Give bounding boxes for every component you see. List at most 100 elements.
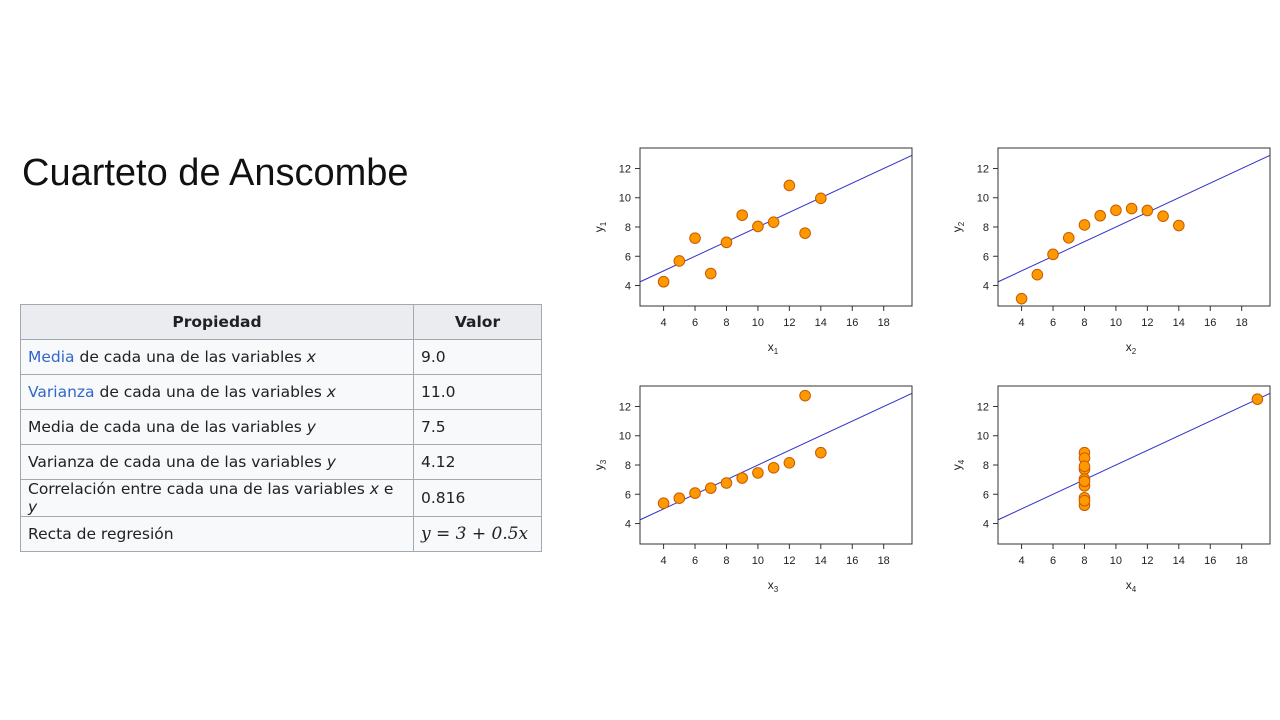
- x-tick-label: 18: [878, 317, 890, 329]
- table-header-row: Propiedad Valor: [20, 304, 542, 340]
- x-tick-label: 14: [1173, 555, 1185, 567]
- data-point: [1157, 210, 1169, 222]
- data-point: [1078, 475, 1091, 488]
- data-point: [1078, 494, 1091, 507]
- x-tick-label: 4: [661, 317, 667, 329]
- data-point: [783, 457, 796, 469]
- data-point: [1110, 204, 1122, 217]
- x-tick-label: 18: [878, 555, 890, 567]
- y-tick-label: 10: [619, 193, 631, 205]
- data-point: [1251, 393, 1264, 405]
- table-row: Correlación entre cada una de las variab…: [20, 479, 542, 517]
- x-tick-label: 14: [1173, 317, 1185, 329]
- x-tick-label: 12: [1141, 317, 1153, 329]
- value-cell: 0.816: [413, 479, 542, 517]
- x-tick-label: 4: [1019, 317, 1025, 329]
- table-row: Media de cada una de las variables x 9.0: [20, 339, 542, 375]
- data-point: [799, 389, 811, 402]
- data-point: [815, 192, 827, 205]
- x-tick-label: 14: [815, 555, 827, 567]
- x-tick-label: 10: [1110, 555, 1122, 567]
- data-point: [1031, 268, 1044, 281]
- header-property: Propiedad: [20, 304, 414, 340]
- variable-symbol: x: [306, 348, 316, 366]
- regression-line: [998, 392, 1270, 521]
- data-point: [1125, 202, 1138, 215]
- data-point: [673, 492, 686, 505]
- table-row: Media de cada una de las variables y 7.5: [20, 409, 542, 445]
- x-tick-label: 10: [1110, 317, 1122, 329]
- data-point: [1015, 292, 1028, 305]
- value-cell: 11.0: [413, 374, 542, 410]
- regression-line: [998, 154, 1270, 283]
- y-tick-label: 6: [983, 489, 989, 501]
- chart-svg: 4 6 8 10 12 14 16 18 4 6 8 10 12 x3 y3: [592, 385, 913, 594]
- data-point: [1094, 209, 1106, 222]
- y-tick-label: 12: [977, 163, 989, 175]
- media-link[interactable]: Media: [28, 348, 75, 366]
- y-tick-label: 10: [977, 193, 989, 205]
- chart-svg: 4 6 8 10 12 14 16 18 4 6 8 10 12 x1 y1: [592, 147, 913, 356]
- y-tick-label: 12: [977, 401, 989, 413]
- data-point: [657, 497, 670, 509]
- variable-symbol: x: [326, 383, 336, 401]
- chart-svg: 4 6 8 10 12 14 16 18 4 6 8 10 12 x2 y2: [950, 147, 1271, 356]
- data-point: [689, 487, 701, 499]
- y-tick-label: 12: [619, 401, 631, 413]
- data-point: [767, 461, 780, 474]
- property-text: Correlación entre cada una de las variab…: [28, 480, 370, 498]
- property-text: de cada una de las variables: [94, 383, 327, 401]
- variable-symbol: y: [306, 418, 316, 436]
- x-tick-label: 14: [815, 317, 827, 329]
- data-point: [720, 477, 733, 489]
- regression-formula: y = 3 + 0.5x: [413, 516, 542, 552]
- property-cell: Media de cada una de las variables y: [20, 409, 414, 445]
- property-text: Varianza de cada una de las variables: [28, 453, 327, 471]
- property-cell: Varianza de cada una de las variables x: [20, 374, 414, 410]
- y-tick-label: 4: [625, 519, 631, 531]
- value-cell: 9.0: [413, 339, 542, 375]
- property-cell: Media de cada una de las variables x: [20, 339, 414, 375]
- x-axis-label: x3: [768, 578, 779, 594]
- property-cell: Correlación entre cada una de las variab…: [20, 479, 414, 517]
- data-point: [767, 216, 780, 228]
- x-tick-label: 10: [752, 555, 764, 567]
- x-tick-label: 8: [723, 317, 729, 329]
- data-point: [704, 482, 717, 494]
- x-axis-label: x2: [1126, 340, 1137, 356]
- scatter-chart-4: 4 6 8 10 12 14 16 18 4 6 8 10 12 x4 y4: [948, 378, 1280, 603]
- scatter-chart-2: 4 6 8 10 12 14 16 18 4 6 8 10 12 x2 y2: [948, 140, 1280, 365]
- plot-frame: [997, 385, 1271, 545]
- table-row: Recta de regresión y = 3 + 0.5x: [20, 516, 542, 552]
- x-tick-label: 16: [1204, 555, 1216, 567]
- varianza-link[interactable]: Varianza: [28, 383, 95, 401]
- data-point: [736, 209, 748, 221]
- properties-table: Propiedad Valor Media de cada una de las…: [20, 304, 542, 552]
- chart-svg: 4 6 8 10 12 14 16 18 4 6 8 10 12 x4 y4: [950, 385, 1271, 594]
- y-tick-label: 8: [625, 460, 631, 472]
- value-cell: 4.12: [413, 444, 542, 480]
- x-tick-label: 6: [1050, 317, 1056, 329]
- y-tick-label: 4: [983, 281, 989, 293]
- y-tick-label: 8: [983, 460, 989, 472]
- value-cell: 7.5: [413, 409, 542, 445]
- y-tick-label: 12: [619, 163, 631, 175]
- data-point: [1078, 219, 1091, 231]
- data-point: [1047, 248, 1059, 261]
- header-value: Valor: [413, 304, 542, 340]
- x-tick-label: 16: [846, 317, 858, 329]
- slide-title: Cuarteto de Anscombe: [22, 152, 409, 194]
- x-tick-label: 16: [846, 555, 858, 567]
- table-row: Varianza de cada una de las variables y …: [20, 444, 542, 480]
- x-tick-label: 8: [1081, 555, 1087, 567]
- y-tick-label: 6: [983, 251, 989, 263]
- x-tick-label: 12: [783, 317, 795, 329]
- y-axis-label: y4: [950, 459, 966, 470]
- scatter-chart-1: 4 6 8 10 12 14 16 18 4 6 8 10 12 x1 y1: [590, 140, 930, 365]
- data-point: [1141, 204, 1154, 217]
- x-tick-label: 10: [752, 317, 764, 329]
- y-tick-label: 8: [625, 222, 631, 234]
- data-point: [752, 220, 764, 233]
- data-point: [815, 446, 827, 459]
- y-tick-label: 6: [625, 251, 631, 263]
